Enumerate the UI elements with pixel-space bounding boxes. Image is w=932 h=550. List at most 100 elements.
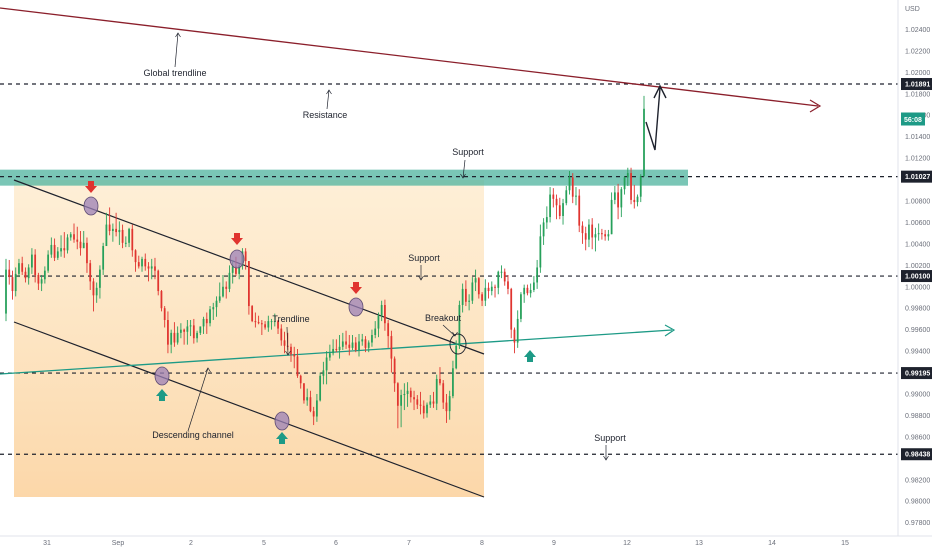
- candle-body: [458, 304, 461, 346]
- candle-body: [400, 395, 402, 406]
- candle: [487, 282, 490, 299]
- candle-body: [384, 304, 386, 324]
- candle-body: [562, 203, 564, 216]
- candle: [115, 212, 118, 237]
- candle: [225, 281, 228, 299]
- candle: [95, 282, 98, 303]
- candle: [63, 232, 66, 258]
- candle-body: [448, 396, 451, 412]
- candle-body: [212, 307, 215, 310]
- candle-body: [617, 192, 619, 208]
- candle: [439, 367, 441, 386]
- support-mid-label: Support: [408, 253, 440, 263]
- candle: [604, 229, 607, 241]
- candle-body: [335, 348, 338, 351]
- candle: [196, 330, 198, 343]
- candle: [426, 402, 428, 418]
- candle: [215, 296, 218, 317]
- candle-body: [348, 344, 351, 348]
- candle-body: [439, 378, 441, 384]
- candle-body: [422, 405, 425, 414]
- candle-body: [613, 192, 616, 200]
- candle: [99, 265, 101, 299]
- candle-body: [144, 258, 147, 267]
- candle-body: [309, 397, 312, 412]
- candle-body: [636, 196, 639, 203]
- candle: [623, 176, 626, 195]
- global-trendline-label: Global trendline: [143, 68, 206, 78]
- candle: [348, 335, 351, 356]
- candle: [76, 226, 79, 250]
- candle-body: [494, 286, 496, 288]
- y-tick-label: 0.99800: [905, 306, 930, 313]
- candle-body: [510, 288, 513, 330]
- candle-body: [474, 278, 477, 283]
- candle: [490, 281, 493, 296]
- x-tick-label: 9: [552, 540, 556, 547]
- candle-body: [338, 346, 341, 351]
- candle: [626, 167, 629, 186]
- swing-point-marker: [83, 196, 99, 216]
- candle: [309, 390, 312, 413]
- candle: [445, 393, 448, 423]
- candle: [137, 255, 140, 269]
- candle-body: [76, 239, 79, 242]
- candle-body: [409, 390, 412, 398]
- candle-body: [95, 287, 98, 296]
- candle-body: [532, 282, 535, 290]
- candle: [254, 312, 257, 328]
- candle: [477, 277, 480, 299]
- candle-body: [523, 287, 526, 295]
- candle: [34, 249, 37, 283]
- candle-body: [526, 287, 529, 294]
- candle-body: [170, 332, 173, 345]
- candle-body: [128, 228, 130, 243]
- candle: [633, 184, 636, 209]
- candle-body: [565, 190, 568, 204]
- annotation-pointer: [174, 32, 179, 68]
- y-tick-label: 0.98200: [905, 477, 930, 484]
- candle-body: [248, 261, 250, 307]
- candle: [452, 360, 454, 399]
- candle-body: [371, 335, 373, 343]
- candle: [532, 276, 535, 293]
- annotation-pointer-head: [603, 455, 609, 461]
- candle-body: [406, 390, 409, 394]
- candle-body: [351, 342, 354, 348]
- y-tick-label: 1.00000: [905, 284, 930, 291]
- candle-body: [228, 272, 231, 289]
- candle-body: [536, 267, 539, 283]
- candle-body: [267, 321, 270, 328]
- candle: [163, 306, 166, 328]
- annotation-pointer: [286, 326, 289, 356]
- candle-body: [601, 233, 603, 235]
- candle-body: [157, 270, 160, 292]
- candle: [40, 274, 43, 292]
- candle-body: [18, 263, 20, 274]
- candle-body: [21, 263, 24, 272]
- y-tick-label: 1.00600: [905, 220, 930, 227]
- candle-body: [50, 244, 53, 255]
- candle-body: [56, 251, 59, 258]
- candle-body: [484, 287, 487, 301]
- candle: [270, 318, 273, 330]
- candle-body: [37, 274, 40, 284]
- candle-body: [477, 278, 480, 295]
- candle: [31, 248, 33, 274]
- candle-body: [403, 393, 406, 396]
- channel-zone: [14, 180, 484, 497]
- candle: [277, 320, 279, 334]
- candle-body: [290, 346, 292, 355]
- candle-body: [390, 336, 393, 359]
- global-trendline: [0, 7, 819, 107]
- candle-body: [581, 225, 584, 234]
- y-tick-label: 1.01200: [905, 156, 930, 163]
- candle: [364, 336, 367, 353]
- candle-body: [189, 325, 192, 327]
- breakout-label: Breakout: [425, 313, 462, 323]
- candle: [403, 383, 406, 411]
- candle: [176, 326, 179, 345]
- candle-body: [468, 300, 471, 302]
- candle: [613, 185, 616, 205]
